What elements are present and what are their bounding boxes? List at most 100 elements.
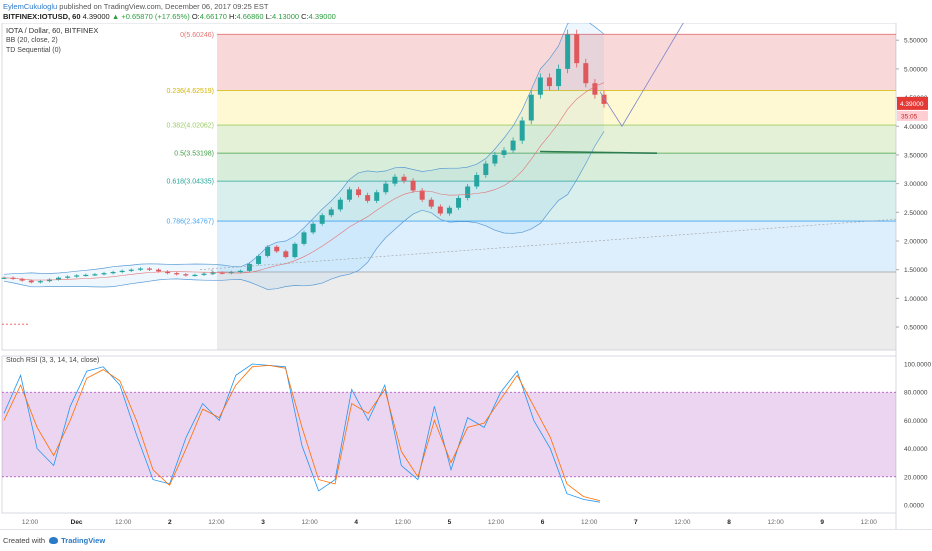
last-price-badge [897, 96, 928, 110]
candle-body [519, 120, 525, 141]
candle-body [419, 190, 425, 200]
candle-body [346, 189, 352, 200]
candle-body [165, 271, 171, 274]
legend-title: IOTA / Dollar, 60, BITFINEX [6, 26, 99, 35]
x-axis-label: 12:00 [115, 519, 132, 526]
candle-body [146, 268, 152, 270]
candle-body [110, 271, 116, 274]
candle-body [174, 273, 180, 275]
last-price: 4.39000 [82, 12, 110, 21]
candle-body [1, 277, 7, 279]
candle-body [137, 268, 143, 270]
last-price-label: 4.39000 [900, 101, 924, 108]
x-axis-label: 12:00 [301, 519, 318, 526]
tradingview-logo-icon [49, 537, 59, 544]
fib-zone [217, 90, 896, 126]
x-axis-label: 12:00 [208, 519, 225, 526]
stoch-tick-label: 80.0000 [904, 390, 928, 397]
candle-body [537, 77, 543, 95]
author-link[interactable]: EylemCukuloglu [3, 2, 58, 11]
candle-body [410, 180, 416, 191]
fib-zone [217, 153, 896, 182]
candle-body [528, 94, 534, 121]
bollinger-basis [3, 82, 605, 281]
candle-body [56, 277, 62, 280]
x-axis-label: 4 [354, 519, 358, 526]
candle-body [156, 269, 162, 272]
x-axis-label: 12:00 [674, 519, 691, 526]
candle-body [356, 189, 362, 196]
candle-body [219, 272, 225, 274]
projection-arrow [599, 19, 686, 128]
legend-stoch[interactable]: Stoch RSI (3, 3, 14, 14, close) [6, 357, 100, 364]
x-axis-label: 8 [727, 519, 731, 526]
candle-body [501, 150, 507, 155]
candle-body [337, 199, 343, 210]
x-axis-label: 12:00 [581, 519, 598, 526]
candle-body [474, 175, 480, 187]
candle-body [428, 199, 434, 207]
candle-body [265, 246, 271, 256]
open-value: 4.66170 [199, 12, 227, 21]
fib-zone [217, 125, 896, 154]
change-value: ▲ +0.65870 (+17.65%) [111, 12, 190, 21]
publish-info: published on TradingView.com, December 0… [59, 2, 269, 11]
candle-body [446, 207, 452, 214]
high-value: 4.66860 [236, 12, 264, 21]
candle-body [456, 197, 462, 208]
footer: Created with TradingView [0, 529, 932, 551]
stoch-tick-label: 20.0000 [904, 474, 928, 481]
candle-body [392, 176, 398, 184]
x-axis-label: 12:00 [861, 519, 878, 526]
x-axis-label: 7 [634, 519, 638, 526]
candle-body [28, 280, 34, 283]
chart-svg[interactable]: 0(5.60246) 0.236(4.62519) 0.382(4.02062) 0.… [0, 17, 932, 529]
x-axis-label: 12:00 [395, 519, 412, 526]
price-tick-label: 0.50000 [904, 325, 928, 332]
fib-level-label: 0.5(3.53198) [174, 151, 214, 158]
created-with: Created with [3, 536, 46, 545]
candle-body [328, 209, 334, 216]
candle-body [65, 276, 71, 278]
stoch-tick-label: 40.0000 [904, 446, 928, 453]
fib-zone [217, 271, 896, 350]
legend-bb[interactable]: BB (20, close, 2) [6, 37, 58, 44]
candle-body [365, 195, 371, 201]
price-tick-label: 1.00000 [904, 296, 928, 303]
fib-level-label: 0.382(4.02062) [167, 123, 214, 130]
fib-level-label: 0.786(2.34767) [167, 219, 214, 226]
legend-td[interactable]: TD Sequential (0) [6, 47, 61, 54]
fib-level-label: 0.236(4.62519) [167, 88, 214, 95]
chart-area[interactable]: 0(5.60246) 0.236(4.62519) 0.382(4.02062) 0.… [0, 17, 932, 540]
candle-body [374, 192, 380, 201]
candle-body [483, 163, 489, 176]
x-axis-label: Dec [71, 519, 83, 526]
bollinger-lower [3, 131, 605, 290]
x-axis-label: 6 [541, 519, 545, 526]
candle-body [383, 183, 389, 193]
candle-body [228, 271, 234, 274]
countdown-label: 35:05 [901, 113, 918, 120]
countdown-badge [897, 110, 928, 121]
x-axis-label: 5 [448, 519, 452, 526]
symbol-label: BITFINEX:IOTUSD, 60 [3, 12, 81, 21]
bollinger-upper [3, 17, 605, 275]
low-value: 4.13000 [271, 12, 300, 21]
candle-body [401, 176, 407, 181]
stoch-tick-label: 100.0000 [904, 362, 931, 369]
price-tick-label: 3.00000 [904, 181, 928, 188]
candle-body [310, 223, 316, 233]
candle-body [19, 278, 25, 281]
x-axis-label: 3 [261, 519, 265, 526]
candle-body [192, 274, 198, 277]
candle-body [83, 274, 89, 277]
tradingview-brand[interactable]: TradingView [61, 536, 106, 545]
x-axis-label: 9 [820, 519, 824, 526]
candle-body [437, 206, 443, 214]
candle-body [546, 77, 552, 87]
price-tick-label: 2.50000 [904, 210, 928, 217]
candle-body [92, 274, 98, 276]
candle-body [201, 273, 207, 275]
candle-body [210, 272, 216, 274]
ohlc-line: BITFINEX:IOTUSD, 60 4.39000 ▲ +0.65870 (… [3, 12, 336, 21]
